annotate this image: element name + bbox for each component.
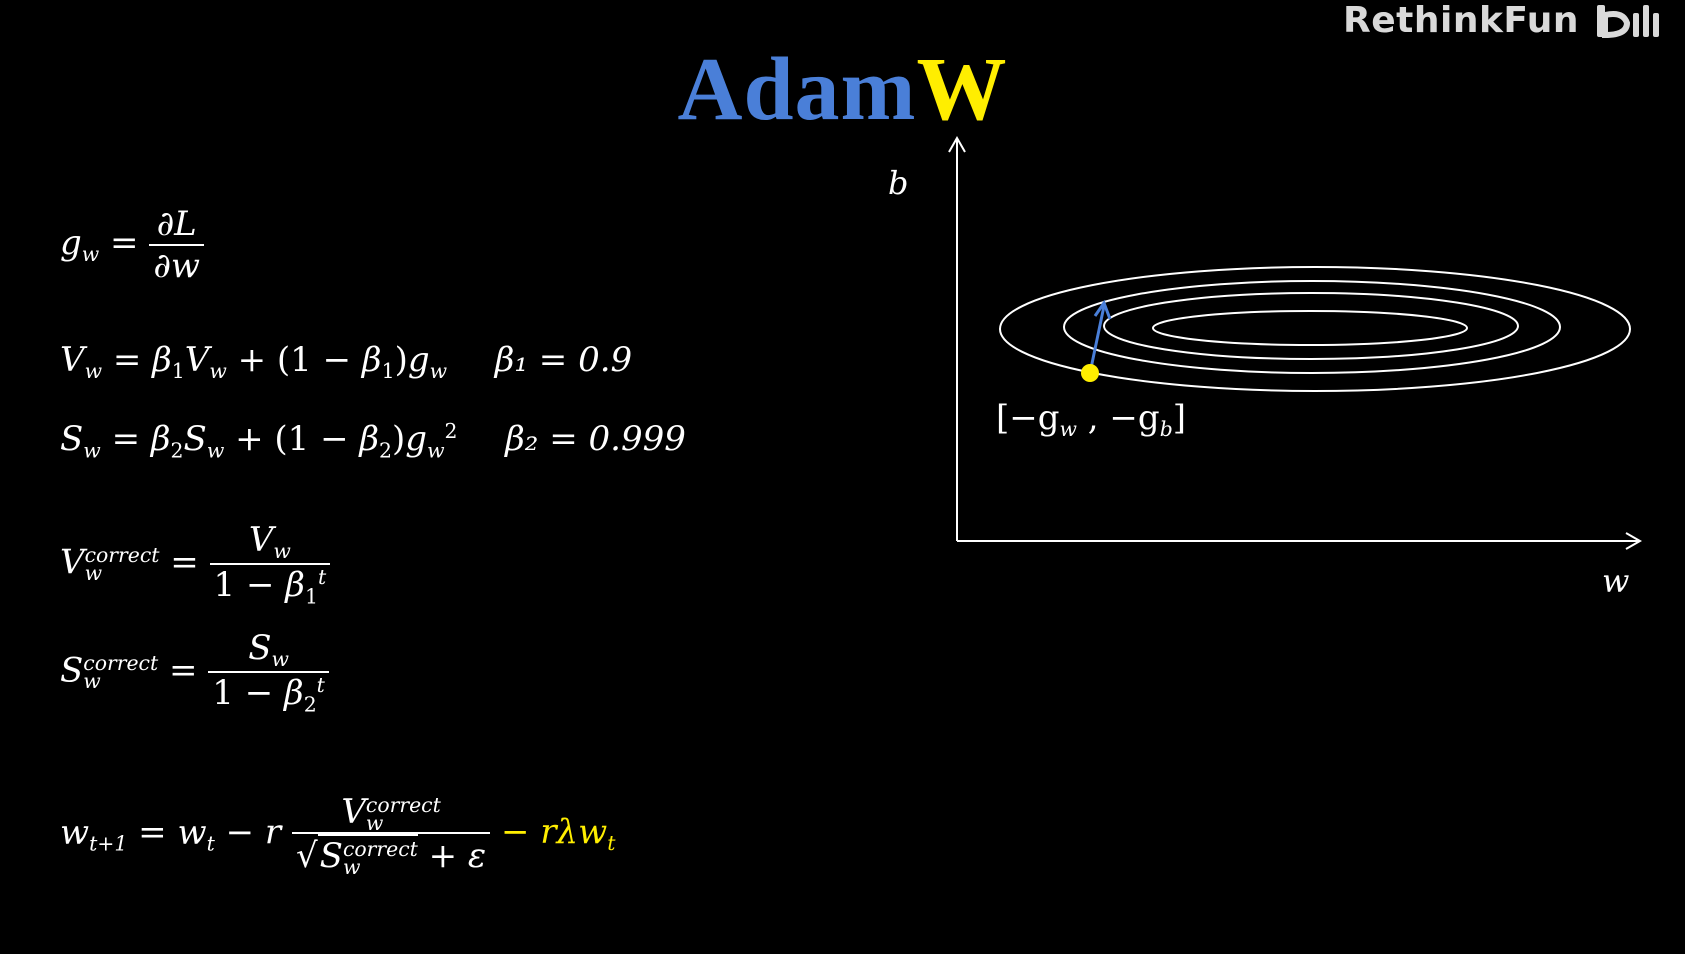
v-update-equation: Vw = β1Vw + (1 − β1)gw β₁ = 0.9: [60, 340, 633, 384]
title-adam: Adam: [677, 40, 917, 139]
gradient-arrow: [1088, 305, 1106, 374]
y-axis-label: b: [888, 164, 909, 202]
y-axis-arrow-icon: [948, 135, 966, 153]
title-w: W: [916, 40, 1008, 139]
contour-3: [1103, 292, 1519, 360]
watermark-text: RethinkFun: [1343, 0, 1579, 41]
gradient-vector-label: [−gw , −gb]: [996, 398, 1187, 442]
bilibili-logo-icon: [1597, 4, 1659, 38]
x-axis-label: w: [1602, 562, 1630, 600]
page-title: AdamW: [0, 38, 1685, 141]
gradient-equation: gw = ∂L ∂w: [60, 204, 205, 286]
s-update-equation: Sw = β2Sw + (1 − β2)gw2 β₂ = 0.999: [60, 419, 686, 463]
contour-1: [999, 266, 1631, 392]
x-axis-arrow-icon: [1625, 532, 1643, 550]
beta2-value: β₂ = 0.999: [505, 419, 686, 460]
grad-lhs: gw: [60, 223, 100, 267]
current-point: [1081, 364, 1099, 382]
contour-2: [1063, 280, 1561, 374]
weight-decay-term: − rλwt: [500, 812, 616, 856]
grad-fraction: ∂L ∂w: [149, 204, 205, 286]
watermark: RethinkFun: [1343, 0, 1665, 41]
beta1-value: β₁ = 0.9: [494, 340, 633, 380]
gradient-arrow-head-icon: [1093, 299, 1112, 320]
contour-4: [1152, 310, 1468, 346]
